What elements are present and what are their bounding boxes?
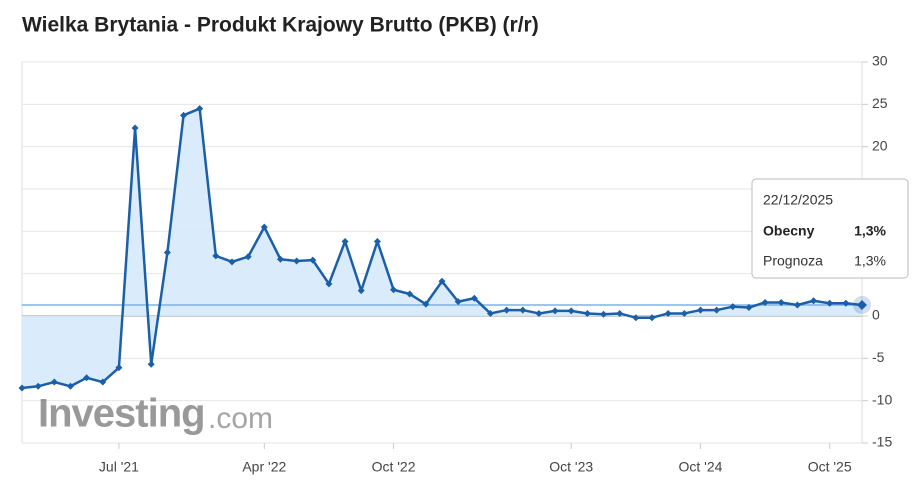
marker xyxy=(309,256,317,264)
marker xyxy=(50,378,58,386)
marker xyxy=(341,237,349,245)
x-tick-label: Oct '22 xyxy=(372,459,416,475)
marker xyxy=(583,309,591,317)
marker xyxy=(99,378,107,386)
watermark-suffix: .com xyxy=(208,402,273,435)
marker xyxy=(616,309,624,317)
marker xyxy=(228,258,236,266)
marker xyxy=(438,277,446,285)
marker xyxy=(260,223,268,231)
marker xyxy=(422,300,430,308)
marker xyxy=(470,294,478,302)
marker xyxy=(761,298,769,306)
area xyxy=(22,108,862,388)
marker xyxy=(680,309,688,317)
marker xyxy=(729,303,737,311)
tooltip-value: 1,3% xyxy=(854,253,886,269)
marker xyxy=(745,304,753,312)
marker xyxy=(793,301,801,309)
marker xyxy=(196,105,204,113)
marker xyxy=(163,249,171,256)
marker xyxy=(519,306,527,314)
marker xyxy=(147,360,155,368)
tooltip-label: Prognoza xyxy=(763,253,823,269)
marker xyxy=(83,374,91,382)
tooltip-date: 22/12/2025 xyxy=(763,192,833,208)
tooltip-value: 1,3% xyxy=(854,223,886,239)
marker xyxy=(777,298,785,306)
y-tick-label: -5 xyxy=(872,349,885,365)
x-tick-label: Apr '22 xyxy=(242,459,286,475)
plot-border xyxy=(21,61,863,444)
tooltip: 22/12/2025 Obecny 1,3% Prognoza 1,3% xyxy=(751,178,909,279)
marker xyxy=(810,297,818,305)
marker xyxy=(180,111,188,119)
marker xyxy=(244,253,252,261)
marker xyxy=(551,307,559,315)
marker xyxy=(486,309,494,317)
marker xyxy=(842,299,850,307)
marker xyxy=(857,299,867,310)
marker xyxy=(826,299,834,307)
marker xyxy=(18,384,26,392)
x-tick-label: Jul '21 xyxy=(99,459,139,475)
marker xyxy=(713,306,721,314)
marker xyxy=(66,382,74,390)
marker xyxy=(632,314,640,322)
y-tick-label: -15 xyxy=(872,434,892,450)
marker xyxy=(357,287,365,295)
x-tick-label: Oct '24 xyxy=(679,459,723,475)
watermark-brand: Investing xyxy=(38,392,205,436)
marker xyxy=(115,364,123,372)
y-tick-label: 20 xyxy=(872,137,888,153)
marker xyxy=(600,310,608,318)
marker xyxy=(276,255,284,263)
y-tick-label: 25 xyxy=(872,95,888,111)
marker xyxy=(293,257,301,265)
marker xyxy=(212,252,220,260)
marker xyxy=(34,382,42,390)
line xyxy=(21,107,863,390)
marker xyxy=(390,286,398,294)
marker xyxy=(131,124,139,132)
y-tick-label: 0 xyxy=(872,307,880,323)
y-tick-label: 30 xyxy=(872,53,888,69)
x-tick-label: Oct '23 xyxy=(549,459,593,475)
y-tick-label: -10 xyxy=(872,391,892,407)
marker xyxy=(648,314,656,322)
marker xyxy=(454,298,462,306)
marker xyxy=(503,306,511,314)
marker xyxy=(664,309,672,317)
tooltip-box xyxy=(751,178,909,279)
x-tick-label: Oct '25 xyxy=(808,459,852,475)
marker xyxy=(696,306,704,314)
marker xyxy=(406,290,414,298)
chart-title: Wielka Brytania - Produkt Krajowy Brutto… xyxy=(22,14,539,37)
tooltip-label: Obecny xyxy=(763,223,815,239)
marker xyxy=(535,309,543,317)
watermark: Investing .com xyxy=(38,392,273,436)
marker xyxy=(567,307,575,315)
marker xyxy=(373,237,381,245)
marker xyxy=(325,280,333,288)
